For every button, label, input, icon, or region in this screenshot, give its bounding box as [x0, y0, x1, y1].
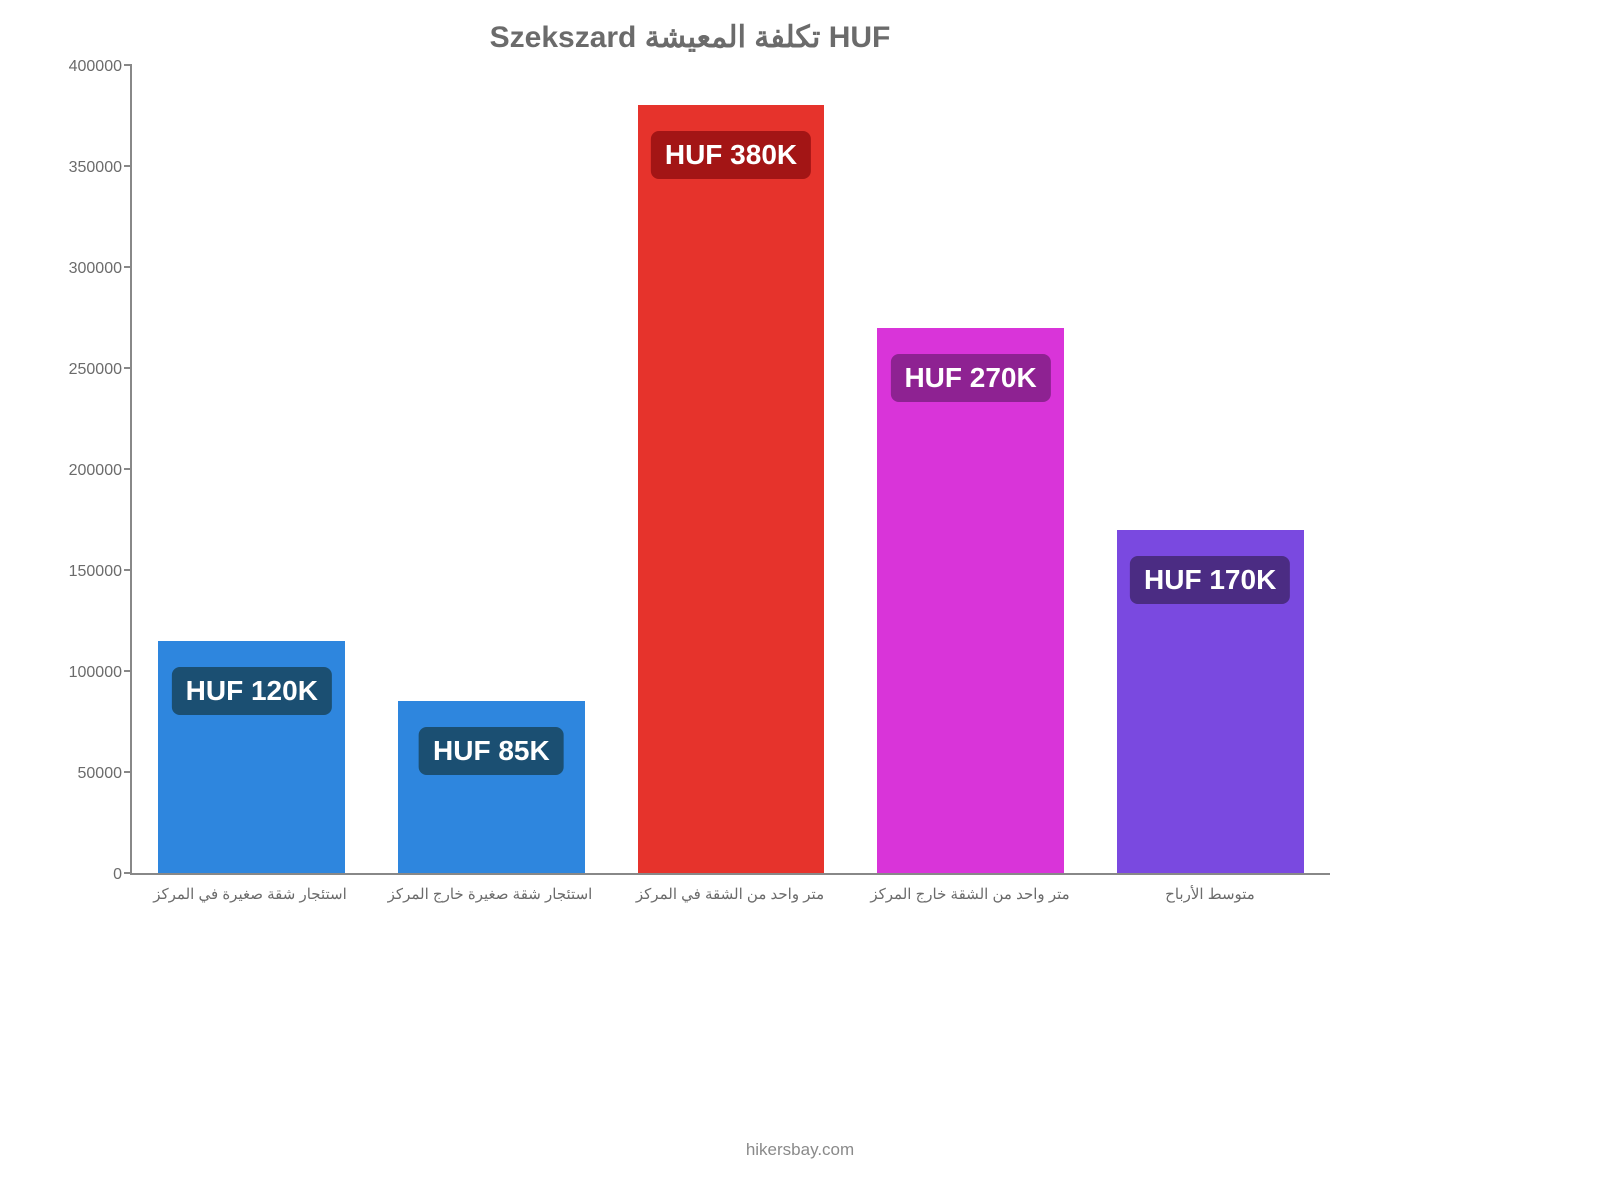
y-tick-mark — [124, 64, 132, 66]
x-tick-label: متر واحد من الشقة في المركز — [610, 875, 850, 903]
bar: HUF 380K — [638, 105, 825, 873]
chart-title: Szekszard تكلفة المعيشة HUF — [50, 20, 1330, 55]
bar: HUF 120K — [158, 641, 345, 873]
y-tick-label: 350000 — [50, 159, 122, 177]
bar-slot: HUF 270K — [851, 65, 1091, 873]
y-tick-mark — [124, 569, 132, 571]
bar-value-badge: HUF 85K — [419, 727, 564, 775]
y-tick-label: 100000 — [50, 664, 122, 682]
y-tick-label: 200000 — [50, 462, 122, 480]
y-tick-mark — [124, 468, 132, 470]
y-tick-label: 0 — [50, 866, 122, 884]
x-tick-label: متر واحد من الشقة خارج المركز — [850, 875, 1090, 903]
bar: HUF 170K — [1117, 530, 1304, 873]
x-tick-label: استئجار شقة صغيرة خارج المركز — [370, 875, 610, 903]
bar: HUF 85K — [398, 701, 585, 873]
stage: Szekszard تكلفة المعيشة HUF 0 50000 100000… — [0, 0, 1600, 1200]
x-tick-label: استئجار شقة صغيرة في المركز — [130, 875, 370, 903]
bar-slot: HUF 380K — [611, 65, 851, 873]
x-axis: استئجار شقة صغيرة في المركزاستئجار شقة ص… — [130, 875, 1330, 903]
bar-value-badge: HUF 270K — [890, 354, 1050, 402]
bars-container: HUF 120K HUF 85K HUF 380K HUF 270K HUF 170K — [132, 65, 1330, 873]
plot-row: 0500001000001500002000002500003000003500… — [50, 65, 1330, 875]
y-tick-mark — [124, 670, 132, 672]
bar-slot: HUF 120K — [132, 65, 372, 873]
y-tick-label: 50000 — [50, 765, 122, 783]
y-tick-label: 400000 — [50, 58, 122, 76]
y-tick-mark — [124, 165, 132, 167]
y-tick-label: 150000 — [50, 563, 122, 581]
y-tick-label: 300000 — [50, 260, 122, 278]
y-tick-mark — [124, 367, 132, 369]
chart: Szekszard تكلفة المعيشة HUF 0 50000 100000… — [50, 20, 1330, 980]
y-tick-label: 250000 — [50, 361, 122, 379]
plot-area: HUF 120K HUF 85K HUF 380K HUF 270K HUF 170K — [130, 65, 1330, 875]
bar-value-badge: HUF 120K — [172, 667, 332, 715]
bar-slot: HUF 85K — [372, 65, 612, 873]
bar-value-badge: HUF 170K — [1130, 556, 1290, 604]
y-tick-mark — [124, 771, 132, 773]
bar-value-badge: HUF 380K — [651, 131, 811, 179]
x-tick-label: متوسط الأرباح — [1090, 875, 1330, 903]
y-tick-mark — [124, 266, 132, 268]
credit-text: hikersbay.com — [0, 1140, 1600, 1160]
bar-slot: HUF 170K — [1090, 65, 1330, 873]
y-tick-mark — [124, 872, 132, 874]
y-axis: 0500001000001500002000002500003000003500… — [50, 65, 130, 875]
bar: HUF 270K — [877, 328, 1064, 873]
